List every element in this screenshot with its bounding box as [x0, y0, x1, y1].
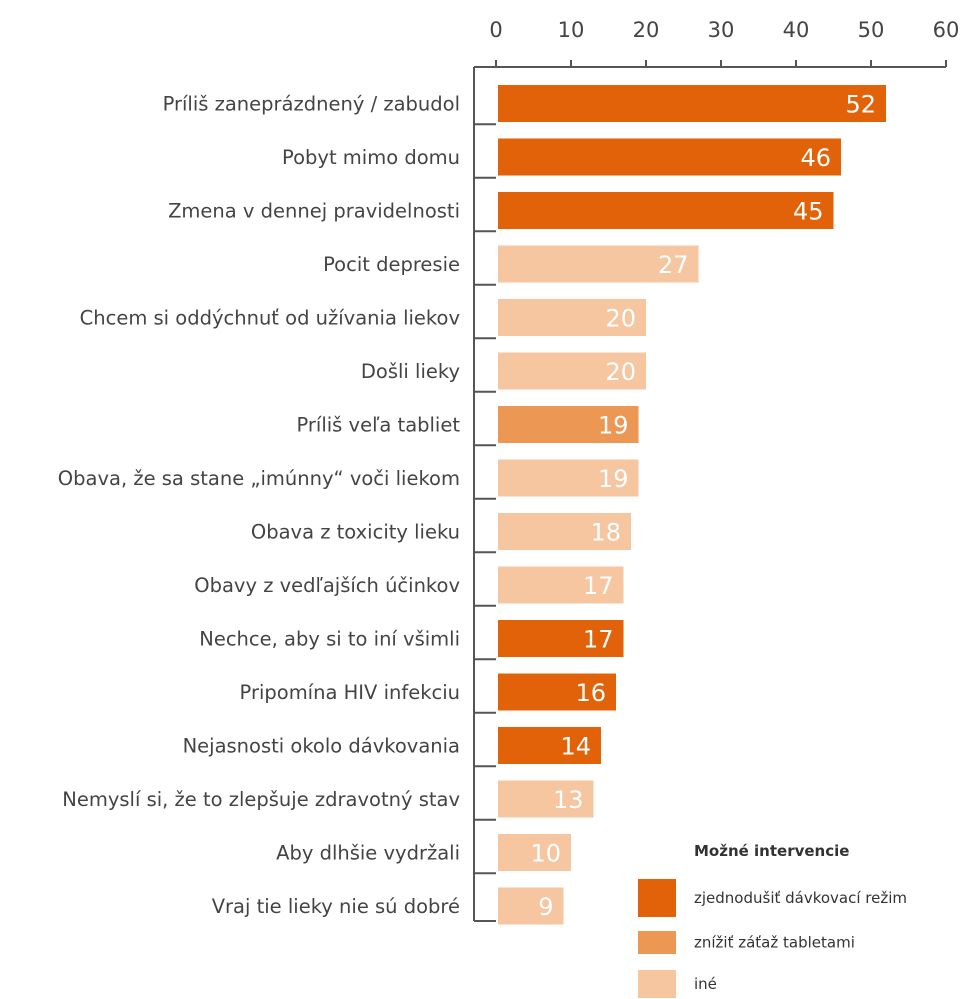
bar-value-label: 9: [538, 893, 553, 921]
bar: [498, 780, 594, 818]
category-label: Pobyt mimo domu: [282, 146, 460, 169]
legend-title: Možné intervencie: [694, 842, 849, 860]
category-label: Zmena v dennej pravidelnosti: [168, 200, 460, 223]
bar: [498, 566, 624, 604]
category-labels: Príliš zaneprázdnený / zabudol Pobyt mimo…: [58, 93, 461, 919]
legend-swatch: [638, 931, 676, 954]
bar: [498, 834, 571, 871]
bar-value-label: 52: [845, 91, 876, 119]
bar: [498, 887, 564, 925]
bar: [498, 727, 601, 764]
bar: [498, 513, 631, 550]
bar-value-label: 17: [583, 626, 614, 654]
x-tick-label: 60: [933, 18, 960, 42]
bar: [498, 459, 639, 497]
x-tick-label: 40: [783, 18, 810, 42]
x-tick-label: 30: [708, 18, 735, 42]
legend: Možné intervencie zjednodušiť dávkovací …: [638, 842, 907, 998]
bar-value-label: 19: [598, 465, 629, 493]
bar: [498, 620, 624, 657]
bar-value-label: 20: [605, 358, 636, 386]
x-tick-label: 20: [633, 18, 660, 42]
legend-label: iné: [694, 975, 717, 993]
category-label: Pocit depresie: [323, 253, 460, 276]
bar: [498, 406, 639, 443]
bar-value-label: 45: [793, 198, 824, 226]
bar: [498, 192, 834, 229]
category-label: Chcem si oddýchnuť od užívania liekov: [80, 307, 460, 330]
bar: [498, 138, 841, 176]
legend-swatch: [638, 970, 676, 998]
bar-value-label: 27: [658, 251, 689, 279]
bar-value-label: 10: [530, 840, 561, 868]
axes: 0 10 20 30 40 50 60: [473, 18, 960, 922]
category-label: Nemyslí si, že to zlepšuje zdravotný sta…: [62, 788, 460, 811]
legend-label: zjednodušiť dávkovací režim: [694, 889, 907, 907]
bar-value-label: 18: [590, 519, 621, 547]
bar-value-label: 16: [575, 679, 606, 707]
bar: [498, 673, 616, 711]
legend-label: znížiť záťaž tabletami: [694, 934, 855, 952]
category-label: Pripomína HIV infekciu: [240, 681, 460, 704]
legend-swatch: [638, 879, 676, 917]
category-label: Nejasnosti okolo dávkovania: [183, 735, 460, 758]
category-label: Aby dlhšie vydržali: [276, 842, 460, 865]
bar: [498, 245, 699, 283]
bar-value-label: 20: [605, 305, 636, 333]
category-label: Nechce, aby si to iní všimli: [199, 628, 460, 651]
category-label: Príliš zaneprázdnený / zabudol: [163, 93, 460, 116]
x-tick-label: 0: [489, 18, 502, 42]
x-tick-label: 10: [558, 18, 585, 42]
bar-value-label: 46: [800, 144, 831, 172]
bar: [498, 85, 886, 122]
category-label: Obavy z vedľajších účinkov: [194, 574, 460, 597]
category-label: Príliš veľa tabliet: [297, 414, 461, 437]
bars: 52 46 45 27 20 20 19 19 18 17 17 16 14 13 10 9: [498, 85, 886, 925]
bar-value-label: 14: [560, 733, 591, 761]
category-label: Obava, že sa stane „imúnny“ voči liekom: [58, 467, 460, 490]
bar: [498, 352, 646, 390]
category-label: Vraj tie lieky nie sú dobré: [212, 895, 460, 918]
bar-value-label: 19: [598, 412, 629, 440]
x-tick-label: 50: [858, 18, 885, 42]
category-label: Došli lieky: [361, 360, 460, 383]
bar-value-label: 17: [583, 572, 614, 600]
bar-value-label: 13: [553, 786, 584, 814]
category-label: Obava z toxicity lieku: [251, 521, 460, 544]
bar: [498, 299, 646, 336]
